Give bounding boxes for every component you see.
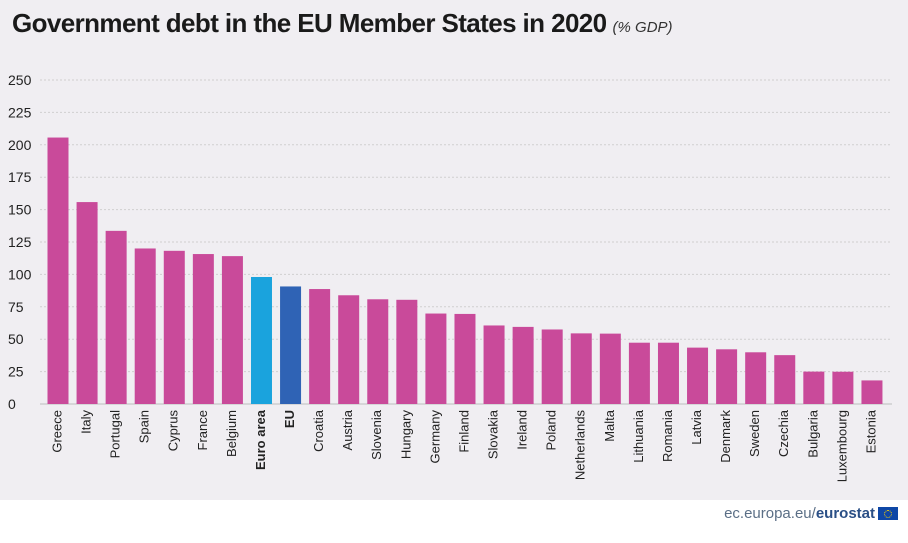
x-tick-label: Cyprus (166, 410, 181, 452)
y-tick-label: 0 (8, 396, 16, 412)
bar-slovakia (483, 325, 505, 404)
x-tick-label: Denmark (718, 410, 733, 463)
x-tick-label: Ireland (515, 410, 530, 450)
bar-estonia (861, 380, 883, 404)
x-tick-label: Spain (137, 410, 152, 443)
footer-brand: eurostat (815, 505, 875, 522)
bar-cyprus (163, 250, 185, 404)
bar-poland (541, 329, 563, 404)
bar-luxembourg (832, 371, 854, 404)
x-tick-label: Italy (79, 410, 94, 434)
x-tick-label: EU (282, 410, 297, 428)
x-tick-label: Croatia (311, 409, 326, 452)
bar-slovenia (367, 299, 389, 404)
bar-chart: 0 25 50 75 100 125 150 175 200 225 250 Greece Italy P… (8, 72, 892, 482)
x-tick-label: Malta (602, 409, 617, 442)
bar-portugal (105, 230, 127, 404)
x-tick-label: France (195, 410, 210, 450)
bar-italy (76, 202, 98, 404)
chart-title: Government debt in the EU Member States … (12, 8, 607, 38)
bar-france (192, 254, 214, 404)
y-tick-label: 200 (8, 137, 32, 153)
bar-lithuania (628, 342, 650, 404)
x-tick-label: Finland (456, 410, 471, 453)
y-tick-label: 250 (8, 72, 32, 88)
x-tick-label: Czechia (776, 409, 791, 457)
x-tick-label: Slovenia (369, 409, 384, 460)
y-tick-label: 50 (8, 331, 24, 347)
bar-sweden (745, 352, 767, 404)
bar-spain (134, 248, 156, 404)
x-tick-label: Latvia (689, 409, 704, 444)
x-tick-label: Romania (660, 409, 675, 462)
chart-subtitle: (% GDP) (612, 19, 673, 36)
bar-romania (657, 342, 679, 404)
bar-croatia (309, 289, 331, 404)
x-tick-label: Lithuania (631, 409, 646, 463)
bar-latvia (687, 347, 709, 404)
bar-malta (599, 333, 621, 404)
x-tick-label: Bulgaria (805, 409, 820, 457)
bar-denmark (716, 349, 738, 404)
x-tick-label: Sweden (747, 410, 762, 457)
x-tick-label: Greece (49, 410, 64, 453)
bar-czechia (774, 355, 796, 404)
x-tick-label: Netherlands (573, 410, 588, 481)
bar-greece (47, 137, 69, 404)
x-tick-label: Hungary (398, 410, 413, 460)
bar-belgium (221, 256, 243, 404)
y-tick-label: 25 (8, 364, 24, 380)
x-tick-label: Germany (427, 410, 442, 464)
x-tick-label: Slovakia (485, 409, 500, 459)
x-tick-label: Estonia (863, 409, 878, 453)
bar-bulgaria (803, 371, 825, 404)
y-tick-label: 125 (8, 234, 32, 250)
footer-source: ec.europa.eu/eurostat (724, 505, 898, 522)
chart-title-block: Government debt in the EU Member States … (12, 8, 673, 39)
y-tick-label: 150 (8, 202, 32, 218)
bar-ireland (512, 326, 534, 404)
y-tick-label: 100 (8, 266, 32, 282)
bar-euro-area (250, 276, 272, 404)
eu-flag-icon (878, 507, 898, 520)
bar-austria (338, 295, 360, 404)
y-tick-label: 75 (8, 299, 24, 315)
x-tick-label: Belgium (224, 410, 239, 457)
x-tick-label: Euro area (253, 409, 268, 470)
x-tick-label: Austria (340, 409, 355, 450)
bar-eu (280, 286, 302, 404)
bar-finland (454, 313, 476, 404)
footer-site: ec.europa.eu/ (724, 505, 816, 522)
bar-hungary (396, 299, 418, 404)
bar-germany (425, 313, 447, 404)
y-tick-label: 175 (8, 169, 32, 185)
x-tick-label: Luxembourg (834, 410, 849, 482)
bar-netherlands (570, 333, 592, 404)
y-tick-label: 225 (8, 104, 32, 120)
x-tick-label: Poland (544, 410, 559, 450)
x-tick-label: Portugal (108, 410, 123, 459)
